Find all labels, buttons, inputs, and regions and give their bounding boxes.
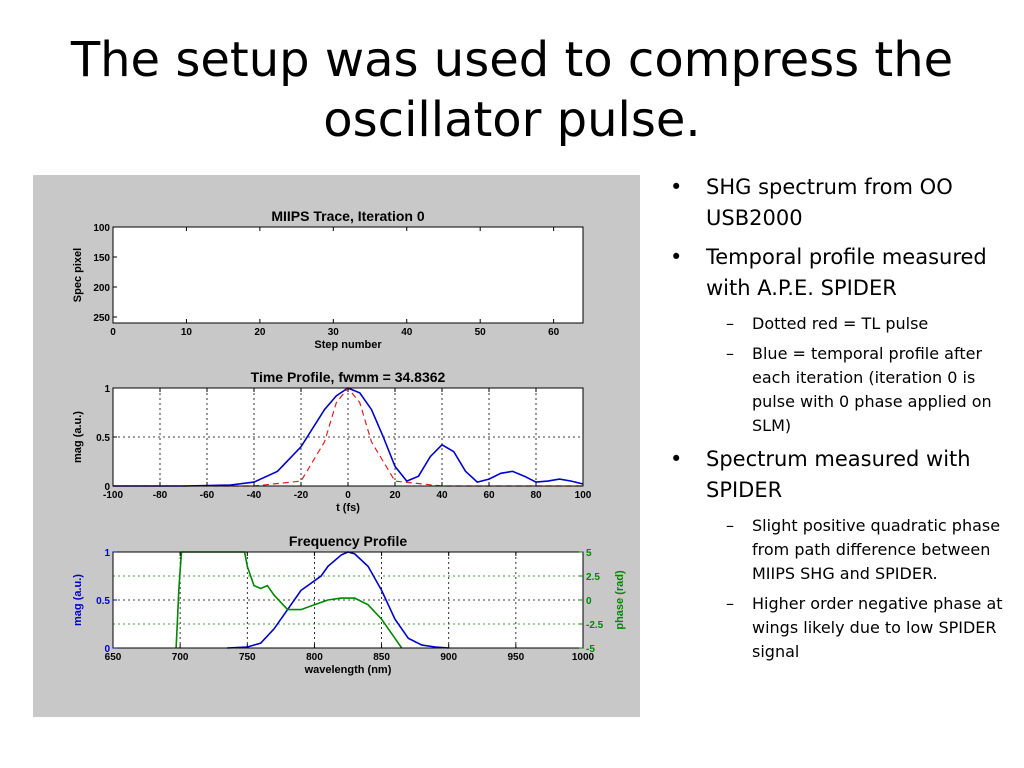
series-line xyxy=(227,551,449,649)
x-tick-label: 850 xyxy=(373,652,390,663)
y2-tick-label: -2.5 xyxy=(586,620,604,631)
plot-area xyxy=(113,227,583,323)
y-tick-label: 0.5 xyxy=(96,433,110,444)
x-tick-label: 700 xyxy=(172,652,189,663)
y-tick-label: 1 xyxy=(104,384,110,395)
x-tick-label: 1000 xyxy=(572,652,595,663)
y-axis-label: mag (a.u.) xyxy=(72,574,84,626)
y2-tick-label: 2.5 xyxy=(586,572,600,583)
x-tick-label: 950 xyxy=(508,652,525,663)
x-tick-label: 40 xyxy=(436,490,448,501)
x-tick-label: -20 xyxy=(294,490,309,501)
bullet-list: SHG spectrum from OO USB2000 Temporal pro… xyxy=(670,172,1005,670)
y2-tick-label: 0 xyxy=(586,596,592,607)
x-axis-label: t (fs) xyxy=(336,502,360,514)
x-tick-label: 100 xyxy=(575,490,592,501)
sub-bullet-item: Higher order negative phase at wings lik… xyxy=(670,592,1005,664)
y-tick-label: 1 xyxy=(104,548,110,559)
plot-frame xyxy=(112,226,584,324)
x-tick-label: 20 xyxy=(389,490,401,501)
sub-bullet-item: Dotted red = TL pulse xyxy=(670,312,1005,336)
x-tick-label: 50 xyxy=(475,327,487,338)
x-axis-label: wavelength (nm) xyxy=(304,664,392,676)
bullet-item: SHG spectrum from OO USB2000 xyxy=(670,172,1005,234)
y-tick-label: 250 xyxy=(93,313,110,324)
y2-tick-label: 5 xyxy=(586,548,592,559)
x-tick-label: 60 xyxy=(548,327,560,338)
y-tick-label: 0 xyxy=(104,644,110,655)
chart-title: Frequency Profile xyxy=(289,533,407,549)
series-line xyxy=(175,551,403,649)
x-tick-label: -40 xyxy=(247,490,262,501)
y-tick-label: 150 xyxy=(93,253,110,264)
y-axis-label: mag (a.u.) xyxy=(72,411,84,463)
y-tick-label: 0.5 xyxy=(96,596,110,607)
bullet-item: Temporal profile measured with A.P.E. SP… xyxy=(670,242,1005,304)
slide-title: The setup was used to compress the oscil… xyxy=(70,32,954,148)
sub-bullet-item: Blue = temporal profile after each itera… xyxy=(670,342,1005,438)
x-tick-label: -80 xyxy=(153,490,168,501)
sub-bullet-item: Slight positive quadratic phase from pat… xyxy=(670,514,1005,586)
x-tick-label: 40 xyxy=(401,327,413,338)
matlab-figure: 0 10 20 30 40 50 60 100 150 200 250 MIIPS Trace, It… xyxy=(33,175,640,717)
x-tick-label: 800 xyxy=(306,652,323,663)
x-tick-label: -100 xyxy=(103,490,123,501)
x-tick-label: 10 xyxy=(181,327,193,338)
y2-tick-label: -5 xyxy=(586,644,595,655)
chart-title: Time Profile, fwmm = 34.8362 xyxy=(251,369,446,385)
x-tick-label: 900 xyxy=(440,652,457,663)
y-tick-label: 200 xyxy=(93,283,110,294)
x-tick-label: 30 xyxy=(328,327,340,338)
x-tick-label: 20 xyxy=(254,327,266,338)
y-tick-label: 0 xyxy=(104,482,110,493)
y2-axis-label: phase (rad) xyxy=(614,570,626,630)
x-tick-label: 80 xyxy=(530,490,542,501)
x-tick-label: 0 xyxy=(345,490,351,501)
x-tick-label: 0 xyxy=(110,327,116,338)
y-axis-label: Spec pixel xyxy=(72,248,84,302)
x-tick-label: 60 xyxy=(483,490,495,501)
chart-title: MIIPS Trace, Iteration 0 xyxy=(271,208,424,224)
series-line xyxy=(113,387,584,487)
y-tick-label: 100 xyxy=(93,223,110,234)
x-tick-label: 650 xyxy=(105,652,122,663)
x-tick-label: 750 xyxy=(239,652,256,663)
x-axis-label: Step number xyxy=(314,339,382,351)
bullet-item: Spectrum measured with SPIDER xyxy=(670,444,1005,506)
x-tick-label: -60 xyxy=(200,490,215,501)
